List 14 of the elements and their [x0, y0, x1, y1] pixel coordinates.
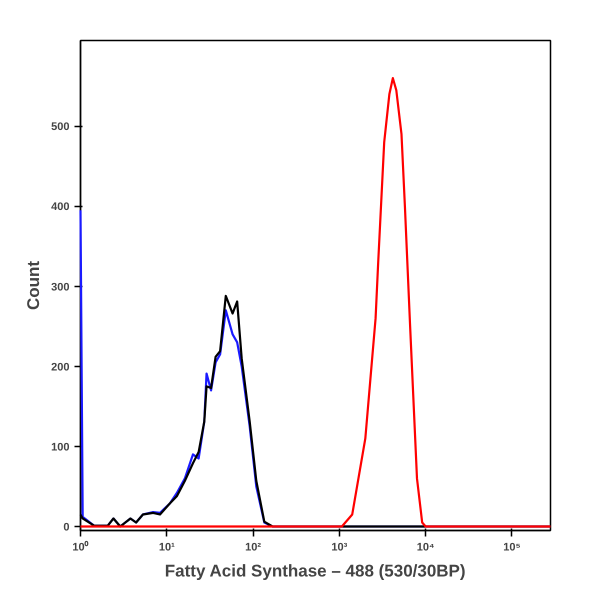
x-axis-title: Fatty Acid Synthase – 488 (530/30BP) [164, 562, 466, 580]
x-tick-label: 10⁴ [416, 542, 434, 554]
y-axis-title: Count [24, 260, 44, 310]
y-tick-label: 0 [63, 521, 70, 534]
x-tick-label: 10⁰ [72, 540, 89, 554]
x-tick-label: 10¹ [158, 542, 176, 554]
y-tick-label: 200 [51, 361, 70, 374]
x-tick-label: 10⁵ [503, 542, 521, 554]
y-tick-label: 100 [51, 441, 70, 454]
x-tick-label: 10³ [331, 542, 348, 554]
y-tick-label: 400 [51, 201, 70, 214]
y-tick-label: 500 [51, 121, 70, 134]
y-tick-label: 300 [51, 281, 70, 294]
x-tick-label: 10² [245, 542, 262, 554]
